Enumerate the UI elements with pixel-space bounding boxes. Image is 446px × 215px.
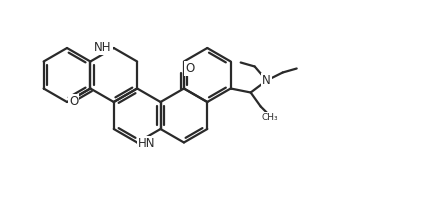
Text: O: O	[69, 95, 78, 108]
Text: NH: NH	[94, 41, 112, 54]
Text: N: N	[262, 74, 271, 87]
Text: HN: HN	[138, 137, 156, 150]
Text: O: O	[185, 62, 194, 75]
Text: CH₃: CH₃	[262, 112, 278, 121]
